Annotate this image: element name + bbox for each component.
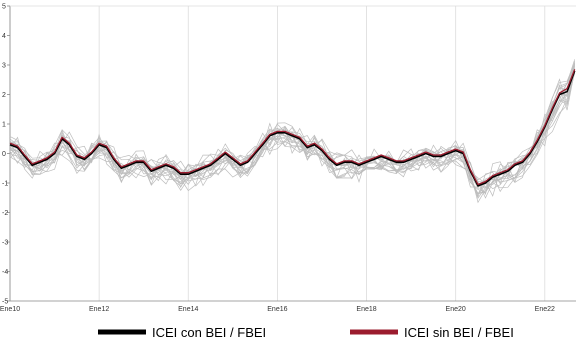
x-tick-label: Ene10 (0, 306, 20, 313)
x-tick-label: Ene12 (89, 306, 109, 313)
x-tick-label: Ene14 (178, 306, 198, 313)
x-tick-label: Ene18 (356, 306, 376, 313)
vertical-gridlines (9, 6, 546, 301)
y-tick-label: 3 (2, 63, 6, 70)
y-tick-label: -4 (2, 269, 8, 276)
y-tick-label: -5 (2, 299, 8, 306)
bundle-line (9, 72, 576, 188)
y-tick-label: -2 (2, 210, 8, 217)
series-lines (9, 69, 576, 187)
bundle-line (9, 62, 576, 184)
axes (7, 5, 576, 302)
legend-label-red: ICEI sin BEI / FBEI (404, 325, 514, 340)
legend: ICEI con BEI / FBEI ICEI sin BEI / FBEI (98, 325, 514, 340)
series-line-icei-con-bei (9, 70, 576, 187)
y-tick-label: 0 (2, 151, 6, 158)
series-line-icei-sin-bei (9, 69, 576, 186)
y-tick-label: 1 (2, 122, 6, 129)
y-axis-tick-labels: -5 -4 -3 -2 -1 0 1 2 3 4 5 (2, 4, 8, 306)
x-tick-label: Ene20 (446, 306, 466, 313)
gray-line-bundle (9, 59, 576, 204)
y-tick-label: -1 (2, 181, 8, 188)
bundle-line (9, 64, 576, 181)
x-tick-label: Ene22 (535, 306, 555, 313)
bundle-line (9, 63, 576, 185)
bundle-line (9, 66, 576, 183)
y-tick-label: 2 (2, 92, 6, 99)
legend-label-black: ICEI con BEI / FBEI (152, 325, 266, 340)
y-tick-label: -3 (2, 240, 8, 247)
bundle-line (9, 62, 576, 198)
bundle-line (9, 61, 576, 196)
x-axis-tick-labels: Ene10 Ene12 Ene14 Ene16 Ene18 Ene20 Ene22 (0, 306, 555, 313)
bundle-line (9, 73, 576, 195)
y-tick-label: 4 (2, 33, 6, 40)
y-tick-label: 5 (2, 4, 6, 11)
x-tick-label: Ene16 (267, 306, 287, 313)
bundle-line (9, 70, 576, 204)
